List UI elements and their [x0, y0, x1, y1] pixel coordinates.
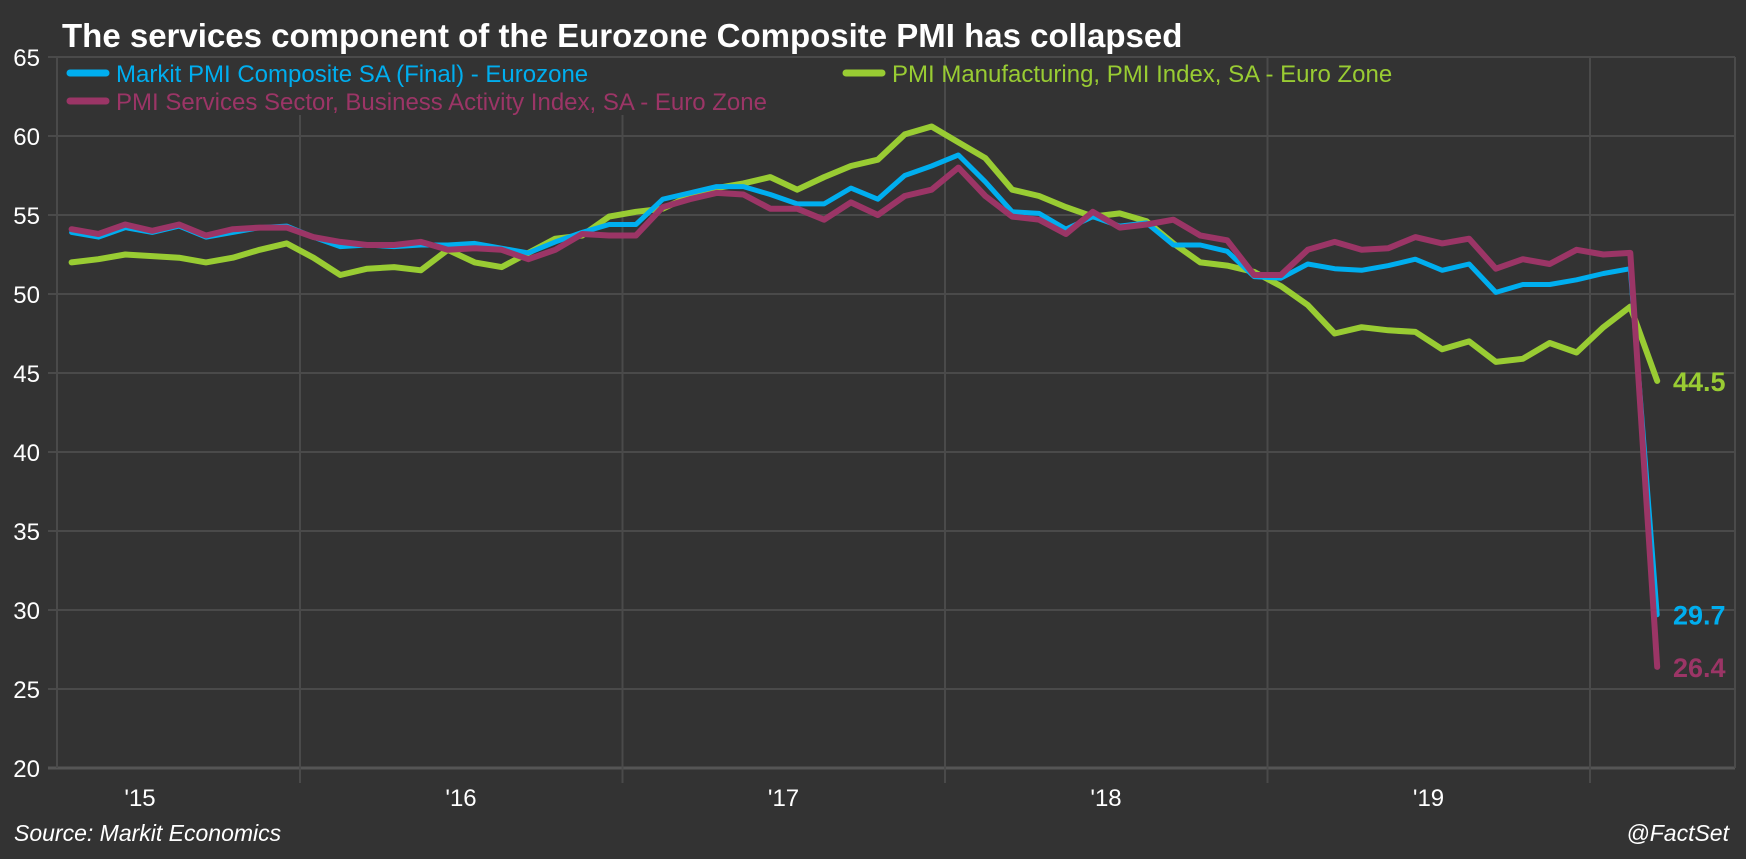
credit-note: @FactSet — [1626, 820, 1730, 846]
x-tick-label: '18 — [1090, 785, 1121, 812]
y-tick-label: 60 — [13, 124, 40, 151]
series-lines — [68, 123, 1661, 670]
x-tick-label: '17 — [768, 785, 799, 812]
legend-label: Markit PMI Composite SA (Final) - Eurozo… — [116, 61, 588, 88]
y-tick-label: 65 — [13, 45, 40, 72]
x-axis-ticks: '15 '16 '17 '18 '19 — [124, 785, 1444, 812]
end-label-composite: 29.7 — [1673, 601, 1726, 631]
y-tick-label: 45 — [13, 361, 40, 388]
series-line-composite — [69, 152, 1660, 618]
y-tick-label: 40 — [13, 440, 40, 467]
x-tick-label: '15 — [124, 785, 155, 812]
y-tick-label: 55 — [13, 203, 40, 230]
legend-label: PMI Services Sector, Business Activity I… — [116, 89, 767, 116]
x-tick-label: '19 — [1413, 785, 1444, 812]
x-tick-label: '16 — [445, 785, 476, 812]
series-line-manufacturing — [68, 123, 1661, 384]
grid — [48, 56, 1736, 783]
y-tick-label: 35 — [13, 519, 40, 546]
y-axis-ticks: 20 25 30 35 40 45 50 55 60 65 — [13, 45, 40, 783]
end-labels: 29.7 44.5 26.4 — [1673, 367, 1726, 683]
end-label-services: 26.4 — [1673, 653, 1726, 683]
y-tick-label: 20 — [13, 756, 40, 783]
source-note: Source: Markit Economics — [14, 820, 282, 846]
series-line-services — [68, 164, 1661, 670]
y-tick-label: 30 — [13, 598, 40, 625]
y-tick-label: 25 — [13, 677, 40, 704]
end-label-manufacturing: 44.5 — [1673, 367, 1726, 397]
chart-title: The services component of the Eurozone C… — [62, 17, 1182, 54]
legend-label: PMI Manufacturing, PMI Index, SA - Euro … — [892, 61, 1392, 88]
y-tick-label: 50 — [13, 282, 40, 309]
legend: Markit PMI Composite SA (Final) - Eurozo… — [66, 61, 1392, 116]
